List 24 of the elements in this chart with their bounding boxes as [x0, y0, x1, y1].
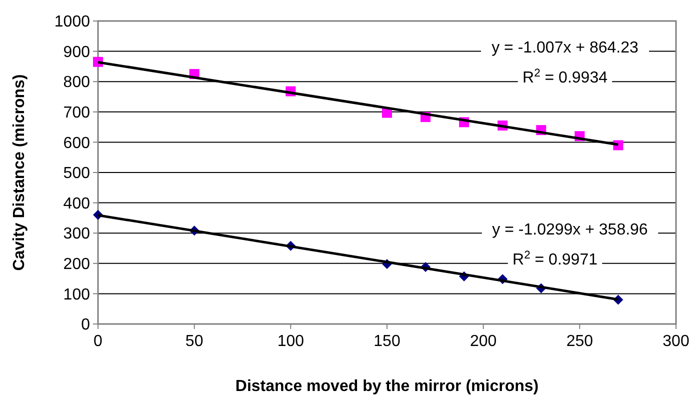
x-axis-title: Distance moved by the mirror (microns): [235, 378, 539, 395]
y-tick-label: 600: [63, 134, 90, 152]
x-tick-label: 200: [470, 333, 497, 350]
y-tick-label: 500: [63, 165, 90, 182]
annotation: y = -1.0299x + 358.96: [492, 222, 648, 239]
annotation: R$^{2}$ = 0.9934: [522, 68, 608, 87]
y-tick-label: 1000: [54, 14, 90, 31]
x-tick-label: 300: [662, 333, 690, 350]
annotation: y = -1.007x + 864.23: [492, 40, 638, 57]
y-tick-label: 200: [63, 256, 90, 273]
y-tick-label: 100: [63, 286, 90, 304]
y-axis-title: Cavity Distance (microns): [11, 74, 28, 271]
y-tick-label: 300: [63, 226, 90, 243]
y-tick-label: 0: [81, 316, 90, 334]
y-tick-label: 700: [63, 104, 90, 122]
x-tick-label: 50: [185, 333, 204, 350]
y-tick-label: 400: [63, 195, 90, 212]
annotation: R$^{2}$ = 0.9971: [512, 250, 598, 269]
y-tick-label: 800: [63, 74, 90, 92]
x-tick-label: 150: [374, 333, 400, 350]
x-tick-label: 250: [566, 333, 594, 350]
x-tick-label: 0: [94, 333, 103, 350]
x-tick-label: 100: [277, 333, 304, 350]
y-tick-label: 900: [63, 44, 90, 61]
